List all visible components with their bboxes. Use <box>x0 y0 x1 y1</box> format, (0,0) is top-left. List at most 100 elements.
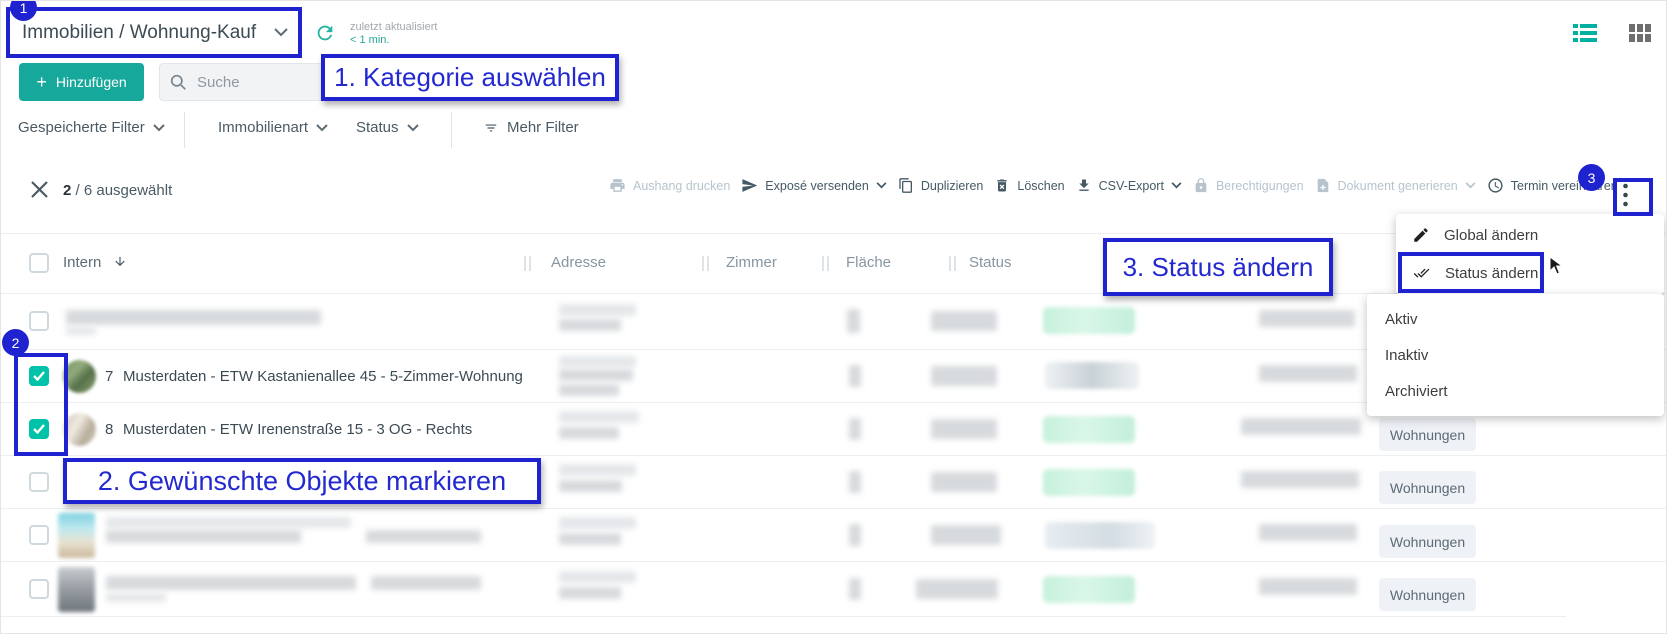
close-selection-icon[interactable] <box>31 181 48 198</box>
menu-item-global-aendern[interactable]: Global ändern <box>1396 216 1664 254</box>
redacted-text <box>559 304 636 316</box>
submenu-item-inaktiv[interactable]: Inaktiv <box>1385 346 1429 364</box>
row-checkbox[interactable] <box>29 579 49 599</box>
table-row[interactable] <box>1 508 1666 561</box>
row-checkbox[interactable] <box>29 366 49 386</box>
send-expose-label: Exposé versenden <box>765 178 869 193</box>
check-icon <box>33 424 45 434</box>
delete-button[interactable]: Löschen <box>994 177 1065 194</box>
property-thumbnail <box>58 567 95 612</box>
redacted-text <box>1259 578 1357 595</box>
print-notice-label: Aushang drucken <box>633 178 731 193</box>
column-header-intern[interactable]: Intern <box>63 254 102 271</box>
saved-filters-label: Gespeicherte Filter <box>18 119 145 136</box>
property-type-badge: Wohnungen <box>1379 418 1476 451</box>
row-checkbox[interactable] <box>29 525 49 545</box>
status-submenu: Aktiv Inaktiv Archiviert <box>1367 294 1664 416</box>
redacted-text <box>559 517 636 529</box>
redacted-text <box>559 356 636 367</box>
toolbar-divider <box>1 233 1666 234</box>
redacted-text <box>559 427 619 439</box>
double-check-icon <box>1413 268 1430 278</box>
search-icon <box>170 74 186 90</box>
delete-label: Löschen <box>1017 178 1065 193</box>
step3-target-outline <box>1613 178 1653 216</box>
redacted-text <box>849 524 861 546</box>
column-resize-handle[interactable] <box>702 256 709 271</box>
step1-callout: 1. Kategorie auswählen <box>321 54 619 101</box>
chevron-down-icon <box>1465 182 1476 189</box>
redacted-text <box>849 418 861 440</box>
refresh-icon[interactable] <box>314 22 336 44</box>
more-filters-label: Mehr Filter <box>507 119 579 136</box>
select-all-checkbox[interactable] <box>29 253 49 273</box>
menu-item-status-aendern[interactable]: Status ändern <box>1396 254 1664 292</box>
table-row[interactable] <box>1 561 1666 616</box>
redacted-text <box>849 471 861 493</box>
search-box[interactable] <box>159 63 347 101</box>
row-checkbox[interactable] <box>29 311 49 331</box>
status-pill <box>1043 576 1135 603</box>
step2-callout: 2. Gewünschte Objekte markieren <box>63 458 541 504</box>
column-header-flaeche[interactable]: Fläche <box>846 254 892 271</box>
redacted-text <box>847 309 860 333</box>
redacted-text <box>559 384 619 396</box>
grid-view-icon[interactable] <box>1629 23 1652 44</box>
menu-item-label: Status ändern <box>1445 264 1539 282</box>
saved-filters-dropdown[interactable]: Gespeicherte Filter <box>18 119 165 136</box>
last-updated-value: < 1 min. <box>350 34 390 46</box>
print-notice-button[interactable]: Aushang drucken <box>609 177 730 194</box>
table-row[interactable]: 8 Musterdaten - ETW Irenenstraße 15 - 3 … <box>1 402 1666 455</box>
chevron-down-icon <box>406 123 419 131</box>
column-header-adresse[interactable]: Adresse <box>551 254 607 271</box>
column-header-zimmer[interactable]: Zimmer <box>726 254 777 271</box>
selection-count: 2 / 6 ausgewählt <box>63 182 172 199</box>
selection-count-number: 2 <box>63 182 72 199</box>
property-thumbnail <box>63 413 96 446</box>
table-row[interactable] <box>1 293 1666 349</box>
filter-divider <box>184 112 185 148</box>
table-row[interactable]: 7 Musterdaten - ETW Kastanienallee 45 - … <box>1 349 1666 402</box>
column-resize-handle[interactable] <box>949 256 956 271</box>
property-thumbnail <box>58 513 95 558</box>
property-type-filter-label: Immobilienart <box>218 119 309 136</box>
send-expose-button[interactable]: Exposé versenden <box>741 177 887 194</box>
column-resize-handle[interactable] <box>822 256 829 271</box>
row-checkbox[interactable] <box>29 472 49 492</box>
sort-down-icon[interactable] <box>113 254 127 269</box>
more-actions-button[interactable] <box>1623 183 1641 211</box>
table-row[interactable] <box>1 455 1666 508</box>
permissions-button[interactable]: Berechtigungen <box>1193 177 1304 194</box>
step1-badge: 1 <box>10 1 37 21</box>
status-pill <box>1045 362 1139 389</box>
generate-document-button[interactable]: Dokument generieren <box>1315 177 1476 194</box>
list-view-icon[interactable] <box>1573 23 1597 44</box>
redacted-text <box>559 319 621 331</box>
row-checkbox[interactable] <box>29 419 49 439</box>
duplicate-label: Duplizieren <box>920 178 984 193</box>
permissions-label: Berechtigungen <box>1215 178 1304 193</box>
status-filter[interactable]: Status <box>356 119 419 136</box>
category-dropdown[interactable]: Immobilien / Wohnung-Kauf <box>6 7 302 58</box>
duplicate-icon <box>899 178 912 193</box>
search-input[interactable] <box>195 72 315 92</box>
submenu-item-aktiv[interactable]: Aktiv <box>1385 310 1418 328</box>
redacted-text <box>559 571 636 583</box>
redacted-text <box>916 579 998 599</box>
add-button[interactable]: + Hinzufügen <box>19 63 144 101</box>
more-filters-button[interactable]: Mehr Filter <box>483 119 579 136</box>
category-dropdown-value: Immobilien / Wohnung-Kauf <box>22 21 257 43</box>
duplicate-button[interactable]: Duplizieren <box>898 177 984 194</box>
submenu-item-archiviert[interactable]: Archiviert <box>1385 382 1448 400</box>
property-thumbnail <box>63 360 96 393</box>
redacted-text <box>559 369 633 381</box>
redacted-text <box>559 464 636 476</box>
status-pill <box>1043 416 1135 443</box>
property-type-filter[interactable]: Immobilienart <box>218 119 328 136</box>
column-resize-handle[interactable] <box>524 256 531 271</box>
column-header-status[interactable]: Status <box>969 254 1012 271</box>
row-number: 8 <box>105 421 114 438</box>
property-type-badge: Wohnungen <box>1379 471 1476 504</box>
csv-export-button[interactable]: CSV-Export <box>1076 177 1182 194</box>
